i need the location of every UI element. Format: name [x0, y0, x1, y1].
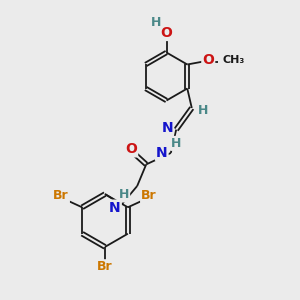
Text: H: H — [171, 137, 181, 150]
Text: H: H — [198, 104, 208, 117]
Text: O: O — [125, 142, 137, 156]
Text: Br: Br — [141, 189, 157, 203]
Text: Br: Br — [53, 189, 69, 203]
Text: H: H — [151, 16, 161, 29]
Text: N: N — [161, 121, 173, 135]
Text: N: N — [109, 201, 121, 214]
Text: CH₃: CH₃ — [222, 55, 244, 65]
Text: Br: Br — [97, 260, 113, 273]
Text: O: O — [160, 26, 172, 40]
Text: O: O — [202, 53, 214, 67]
Text: N: N — [156, 146, 168, 160]
Text: H: H — [119, 188, 129, 202]
